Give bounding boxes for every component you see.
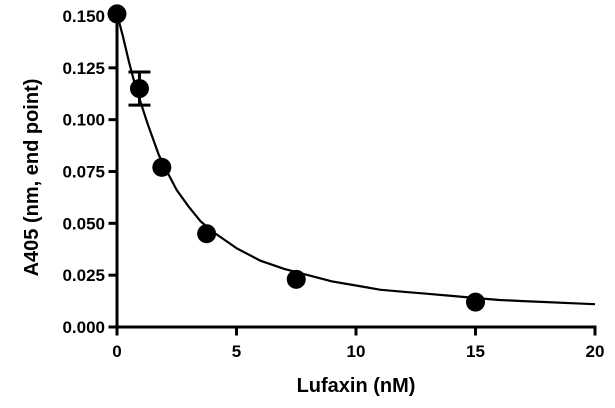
y-tick-label: 0.125 xyxy=(62,59,105,78)
y-tick-label: 0.000 xyxy=(62,318,105,337)
y-tick-label: 0.150 xyxy=(62,7,105,26)
data-point xyxy=(466,292,485,312)
x-tick-label: 10 xyxy=(347,342,366,361)
fit-curve-line xyxy=(115,13,596,306)
axes xyxy=(108,10,597,336)
y-tick-label: 0.025 xyxy=(62,266,105,285)
data-point xyxy=(197,224,217,244)
x-tick-label: 15 xyxy=(466,342,485,361)
y-axis-title: A405 (nm, end point) xyxy=(21,79,43,277)
data-point xyxy=(129,79,149,99)
data-point xyxy=(152,157,172,177)
data-point xyxy=(107,4,127,24)
data-points-layer xyxy=(107,4,485,312)
x-tick-label: 5 xyxy=(232,342,241,361)
x-axis-title: Lufaxin (nM) xyxy=(297,375,416,397)
fit-curve-layer xyxy=(115,13,596,306)
y-tick-label: 0.075 xyxy=(62,163,105,182)
x-tick-label: 20 xyxy=(586,342,605,361)
x-tick-label: 0 xyxy=(112,342,121,361)
data-point xyxy=(286,269,306,289)
y-tick-label: 0.100 xyxy=(62,111,105,130)
y-tick-label: 0.050 xyxy=(62,214,105,233)
tick-labels-layer: 0.000 0.025 0.050 0.075 0.100 0.125 0.150 0 5 10 1… xyxy=(62,7,604,361)
